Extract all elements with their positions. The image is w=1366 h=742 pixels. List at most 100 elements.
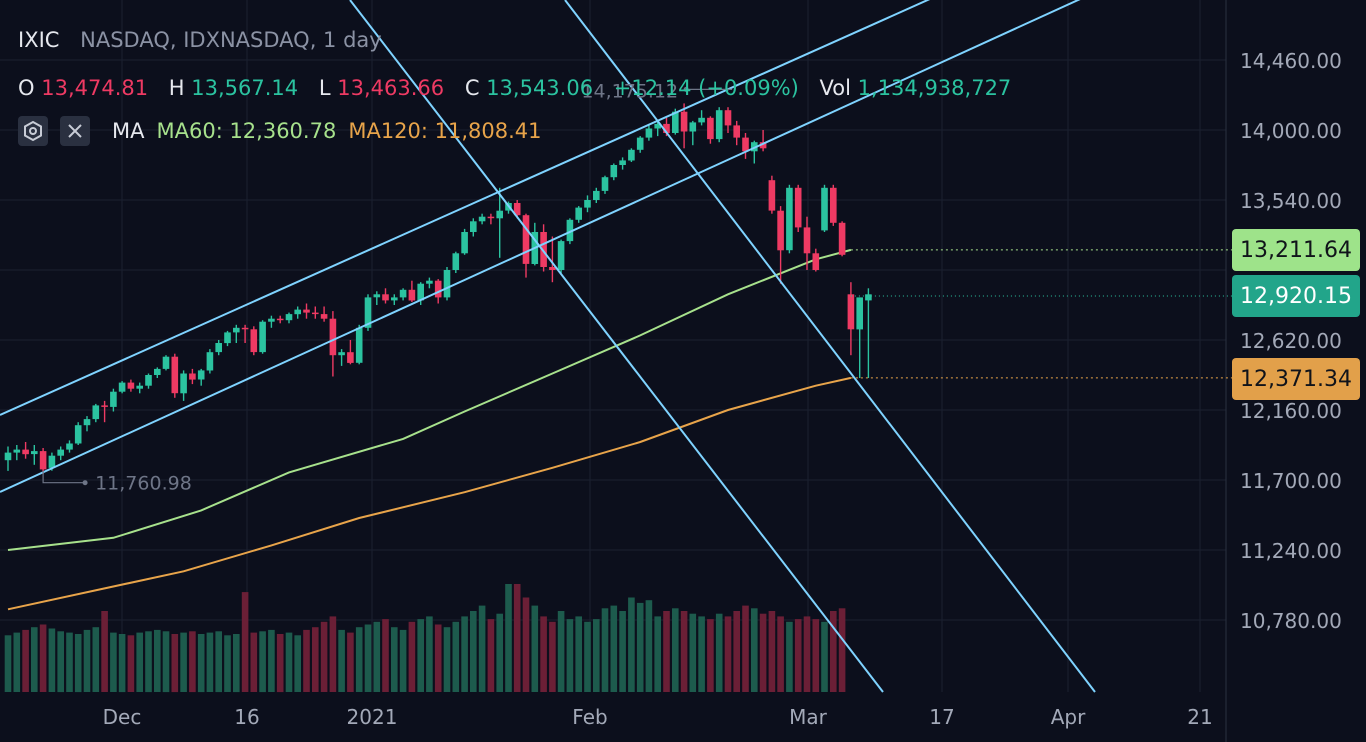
candle-body [399, 289, 407, 298]
volume-bar [31, 627, 38, 692]
candle [452, 251, 460, 273]
x-tick-label: 21 [1187, 705, 1212, 729]
candle-body [22, 449, 29, 455]
last-price-text: 12,920.15 [1240, 283, 1352, 309]
candle-body [601, 177, 609, 191]
candle [733, 120, 740, 146]
candle [812, 248, 820, 272]
candle-body [312, 312, 319, 315]
candle [487, 213, 495, 225]
candle-body [408, 289, 416, 301]
candle-body [812, 253, 820, 270]
candle [320, 306, 328, 322]
candle [865, 288, 872, 378]
volume-bar [250, 632, 258, 692]
volume-bar [470, 611, 477, 692]
y-tick-label: 11,700.00 [1240, 469, 1342, 493]
candle [233, 324, 240, 343]
candle-body [487, 216, 495, 219]
candle-body [654, 123, 661, 129]
y-tick-label: 13,540.00 [1240, 189, 1342, 213]
volume-bar [777, 616, 784, 692]
volume-bar [531, 605, 539, 692]
candle [4, 446, 12, 471]
candle-body [118, 382, 126, 392]
candle [636, 136, 644, 153]
candle-body [92, 405, 100, 420]
candle-body [373, 294, 381, 298]
x-tick-label: Apr [1051, 705, 1086, 729]
candle-body [742, 137, 749, 152]
y-tick-label: 14,460.00 [1240, 49, 1342, 73]
ma60-value: MA60: 12,360.78 [156, 119, 337, 143]
volume-bar [742, 605, 749, 692]
ma120-line [7, 376, 852, 611]
x-tick-label: Dec [103, 705, 142, 729]
candle [689, 120, 697, 146]
candle [101, 400, 108, 423]
trend-line [0, 0, 931, 416]
ma120-price-badge: 12,371.34 [1232, 358, 1360, 400]
candle-body [452, 253, 460, 270]
candle [373, 291, 381, 305]
volume-bar [672, 608, 679, 692]
candle [118, 381, 126, 394]
settings-icon[interactable] [18, 116, 48, 146]
candle [698, 110, 705, 126]
candle-body [768, 180, 776, 211]
candle [654, 120, 661, 137]
candle-body [698, 117, 705, 123]
candle-body [672, 111, 679, 133]
candle-body [865, 294, 872, 301]
candle-body [645, 128, 653, 138]
volume-bar [478, 605, 486, 692]
candle-body [461, 232, 468, 254]
candle-body [619, 160, 626, 165]
low-marker-line [42, 470, 84, 484]
high-value: 13,567.14 [191, 76, 299, 100]
candle-body [233, 327, 240, 333]
candle-body [74, 425, 82, 444]
candle-body [241, 327, 249, 330]
candle-body [628, 149, 635, 161]
volume-bar [118, 634, 126, 693]
candle-body [821, 187, 828, 231]
candle-body [707, 117, 714, 140]
candle-body [663, 123, 670, 133]
candle-body [189, 373, 196, 380]
volume-bar [715, 613, 723, 692]
candle [715, 107, 723, 143]
candle [162, 355, 170, 371]
volume-bar [751, 608, 758, 692]
candle [276, 315, 284, 324]
candle [92, 403, 100, 423]
candle [241, 324, 249, 343]
volume-bar [794, 619, 802, 692]
candle [584, 195, 591, 213]
close-icon[interactable] [60, 116, 90, 146]
volume-bar [680, 611, 688, 692]
volume-bar [276, 634, 284, 693]
volume-bar [373, 621, 381, 692]
candle [259, 320, 266, 354]
candle [391, 294, 398, 305]
candle [803, 216, 811, 270]
candle [601, 175, 609, 194]
volume-bar [557, 611, 565, 692]
candle [13, 445, 21, 461]
candle-body [136, 385, 143, 389]
candle-body [540, 232, 547, 267]
candle-body [171, 356, 179, 394]
volume-bar [619, 611, 626, 692]
high-label: H [168, 76, 185, 100]
volume-bar [241, 592, 249, 692]
volume-bar [417, 619, 424, 692]
candle [39, 448, 47, 474]
open-label: O [18, 76, 35, 100]
volume-bar [487, 619, 495, 692]
volume-bar [22, 629, 29, 692]
candle-body [250, 329, 258, 353]
volume-bar [645, 600, 653, 692]
candle-body [215, 343, 222, 353]
